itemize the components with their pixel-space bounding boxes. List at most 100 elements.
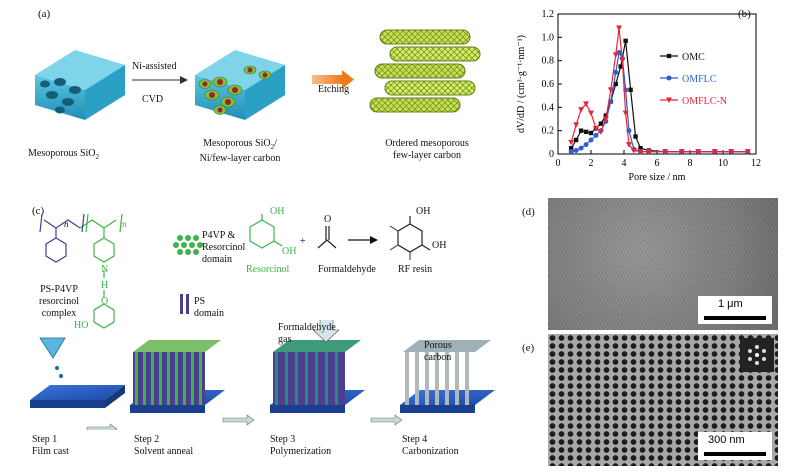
point-OMFLC-N [616, 25, 623, 31]
panel-a-tag: (a) [38, 8, 51, 20]
step4-block [400, 340, 495, 413]
y-axis-label: dV/dD / (cm³·g⁻¹·nm⁻¹) [516, 35, 527, 133]
point-OMC [613, 81, 618, 87]
arrow-etching [312, 70, 354, 89]
point-OMFLC-N [588, 110, 594, 117]
point-OMFLC-N [744, 149, 751, 155]
p4vp-domain-label: P4VP & Resorcinol domain [202, 230, 246, 265]
point-OMFLC-N [602, 116, 609, 122]
pore-size-chart: 0 2 4 6 8 10 12 0 0.2 0.4 0.6 0.8 1.0 1.2 Pore size / … [516, 9, 761, 183]
panel-e-tag: (e) [522, 342, 535, 354]
y-tick-label: 0 [549, 149, 554, 160]
silica-label: Mesoporous SiO2 [28, 148, 100, 161]
rf-oh2: OH [432, 240, 447, 251]
scale-bar-d [704, 316, 766, 320]
point-OMFLC-N [568, 139, 575, 146]
point-OMFLC-N [592, 125, 599, 132]
resorcinol-label: Resorcinol [246, 264, 290, 275]
point-OMFLC-N [728, 149, 735, 155]
scale-text-e: 300 nm [708, 434, 745, 446]
point-OMFLC-N [625, 142, 632, 148]
point-OMFLC [588, 137, 594, 143]
y-tick-label: 1.0 [542, 32, 555, 43]
x-tick-label: 12 [751, 158, 761, 169]
complex-label: PS-P4VP resorcinol complex [39, 284, 79, 319]
ni-carbon-label: Mesoporous SiO2/ Ni/few-layer carbon [199, 138, 281, 164]
ni-carbon-block [195, 50, 285, 120]
panel-d-tag: (d) [522, 206, 535, 218]
step3-block [270, 320, 365, 413]
point-OMFLC [583, 142, 589, 148]
legend-marker-OMC [666, 53, 672, 59]
formaldehyde-structure [317, 226, 337, 249]
panel-c-tag: (c) [32, 205, 45, 217]
x-tick-label: 0 [556, 158, 561, 169]
arrow-etching-label: Etching [318, 84, 350, 95]
point-OMFLC-N [637, 149, 644, 155]
polymer-m-label: m [120, 219, 127, 229]
arrow-cvd-top-label: Ni-assisted [132, 61, 177, 72]
point-OMFLC-N [695, 149, 702, 155]
resorcinol-structure [249, 214, 283, 249]
resorcinol-oh-right: OH [282, 246, 297, 257]
point-OMFLC-N [622, 110, 629, 117]
x-tick-label: 10 [718, 158, 728, 169]
point-OMC [588, 130, 594, 136]
point-OMFLC-N [645, 149, 652, 155]
point-OMFLC-N [597, 129, 604, 135]
point-OMFLC [568, 149, 574, 155]
hydrogen-label: H [101, 280, 109, 291]
plus-sign: + [300, 236, 306, 247]
point-OMFLC-N [578, 107, 585, 113]
legend-label-OMFLC-N: OMFLC-N [682, 96, 727, 107]
point-OMFLC-N [678, 149, 685, 155]
y-tick-label: 0.8 [542, 56, 555, 67]
rf-resin-structure [389, 216, 431, 260]
rf-oh1: OH [416, 206, 431, 217]
resorcinol-oh-top: OH [270, 206, 285, 217]
point-OMFLC-N [607, 87, 614, 93]
y-tick-label: 0.2 [542, 126, 555, 137]
fft-inset [740, 338, 774, 372]
p4vp-domain-icon [173, 235, 203, 255]
ps-domain-icon [180, 294, 189, 314]
ps-p4vp-structure [39, 213, 123, 329]
step-arrows [86, 414, 403, 430]
legend-marker-OMFLC-N [666, 97, 672, 103]
scale-bar-e [704, 452, 766, 456]
polymer-n-label: n [64, 219, 69, 229]
oxygen-label: O [101, 296, 109, 307]
rf-resin-label: RF resin [398, 264, 433, 275]
point-OMC [583, 129, 589, 135]
point-OMC [598, 121, 604, 126]
x-tick-label: 6 [655, 158, 660, 169]
y-tick-label: 1.2 [542, 9, 555, 20]
x-axis-label: Pore size / nm [629, 172, 686, 183]
point-OMFLC-N [612, 52, 619, 58]
carbon-tube-array [369, 29, 481, 113]
point-OMFLC-N [573, 122, 580, 128]
step4-label: Step 4 Carbonization [402, 434, 459, 457]
point-OMFLC [593, 132, 599, 138]
point-OMC [628, 87, 633, 93]
point-OMC [623, 38, 628, 44]
step2-block [130, 340, 225, 413]
legend-marker-OMFLC [666, 75, 672, 81]
y-tick-label: 0.4 [542, 102, 555, 113]
point-OMFLC [578, 145, 584, 151]
reaction-arrow [348, 236, 378, 244]
point-OMC [638, 145, 643, 151]
point-OMFLC [613, 69, 619, 75]
point-OMC [573, 137, 579, 143]
process-steps-illustration [30, 320, 495, 430]
point-OMFLC-N [711, 149, 718, 155]
tem-image-d: 1 μm [548, 198, 778, 330]
formaldehyde-label: Formaldehyde [318, 264, 376, 275]
step1-film [30, 337, 125, 408]
y-tick-label: 0.6 [542, 79, 555, 90]
ho-label: HO [74, 320, 89, 331]
silica-block [35, 50, 125, 120]
gas-label: Formaldehyde gas [278, 322, 336, 345]
step1-label: Step 1 Film cast [32, 434, 69, 457]
porous-carbon-label: Porous carbon [424, 340, 452, 363]
